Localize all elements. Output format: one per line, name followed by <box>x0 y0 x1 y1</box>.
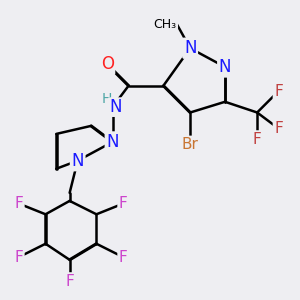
Text: N: N <box>109 98 122 116</box>
Text: F: F <box>14 196 23 211</box>
Text: F: F <box>119 196 128 211</box>
Text: N: N <box>219 58 231 76</box>
Text: F: F <box>119 250 128 265</box>
Text: F: F <box>253 132 262 147</box>
Text: F: F <box>14 250 23 265</box>
Text: CH₃: CH₃ <box>154 18 177 31</box>
Text: O: O <box>100 55 114 73</box>
Text: N: N <box>184 39 197 57</box>
Text: N: N <box>71 152 84 170</box>
Text: H: H <box>102 92 112 106</box>
Text: F: F <box>274 84 283 99</box>
Text: N: N <box>106 133 119 151</box>
Text: F: F <box>274 121 283 136</box>
Text: Br: Br <box>182 137 199 152</box>
Text: F: F <box>65 274 74 289</box>
